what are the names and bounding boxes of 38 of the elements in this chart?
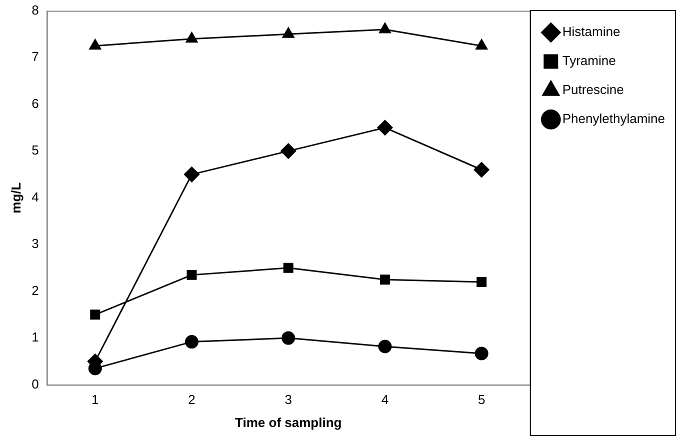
point (89, 39, 102, 50)
point (282, 331, 296, 345)
y-tick-label: 6 (32, 96, 39, 111)
legend-label: Tyramine (562, 53, 616, 68)
y-tick-label: 7 (32, 49, 39, 64)
y-tick-label: 1 (32, 330, 39, 345)
y-tick-label: 8 (32, 2, 39, 18)
x-tick-label: 1 (92, 392, 99, 408)
point (283, 262, 294, 273)
x-tick-label: 5 (478, 392, 486, 408)
legend-label: Putrescine (562, 82, 624, 98)
y-tick-label: 4 (32, 189, 39, 204)
legend-label: Phenylethylamine (562, 111, 666, 126)
legend-label: Histamine (562, 24, 620, 40)
x-tick-label: 2 (188, 392, 196, 408)
point (476, 276, 487, 287)
point (186, 270, 197, 280)
point (184, 166, 200, 182)
x-tick-label: 4 (381, 392, 389, 408)
y-tick-label: 0 (32, 376, 39, 392)
point (90, 310, 100, 320)
point (184, 335, 198, 349)
point (280, 143, 296, 159)
point (474, 346, 488, 360)
point (380, 274, 390, 285)
point (282, 27, 294, 38)
y-axis-title: mg/L (8, 182, 24, 214)
y-tick-label: 3 (32, 236, 39, 252)
point (377, 120, 393, 136)
y-tick-label: 5 (32, 142, 39, 158)
point (378, 340, 392, 354)
point (186, 32, 198, 43)
point (379, 22, 391, 34)
x-tick-label: 3 (284, 392, 292, 408)
y-tick-label: 2 (32, 282, 39, 298)
x-axis-title: Time of sampling (235, 414, 342, 430)
point (474, 162, 490, 178)
point (476, 39, 488, 50)
